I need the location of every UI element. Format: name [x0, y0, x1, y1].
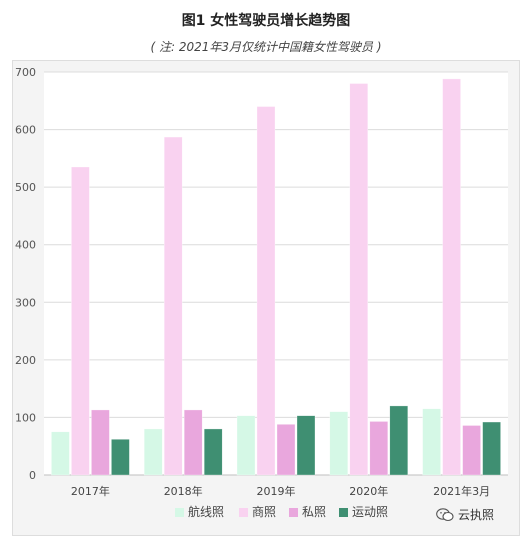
bar-商照-2020年 — [349, 83, 369, 476]
x-tick-label: 2018年 — [164, 484, 203, 498]
plot-area — [44, 72, 508, 475]
y-tick-label: 500 — [15, 181, 36, 194]
bar-商照-2021年3月 — [442, 78, 461, 476]
bar-商照-2019年 — [256, 106, 276, 476]
bar-运动照-2021年3月 — [482, 421, 501, 476]
y-tick-label: 0 — [29, 469, 36, 482]
legend-label: 商照 — [252, 504, 276, 519]
x-tick-label: 2021年3月 — [433, 484, 490, 498]
bar-运动照-2019年 — [296, 415, 316, 476]
legend-swatch-航线照 — [175, 508, 184, 517]
wechat-icon — [436, 507, 454, 522]
bar-航线照-2018年 — [143, 428, 163, 476]
bar-私照-2020年 — [369, 421, 389, 476]
x-tick-label: 2017年 — [71, 484, 110, 498]
y-tick-label: 700 — [15, 66, 36, 79]
y-tick-label: 300 — [15, 296, 36, 309]
bar-运动照-2020年 — [389, 405, 409, 476]
bar-运动照-2017年 — [111, 439, 130, 476]
legend-swatch-运动照 — [339, 508, 348, 517]
bar-航线照-2021年3月 — [422, 408, 441, 476]
bar-运动照-2018年 — [203, 428, 223, 476]
watermark: 云执照 — [436, 506, 494, 523]
chart-title: 图1 女性驾驶员增长趋势图 — [181, 13, 351, 29]
legend-swatch-商照 — [239, 508, 248, 517]
y-tick-label: 100 — [15, 411, 36, 424]
legend-label: 航线照 — [188, 504, 224, 519]
bar-私照-2019年 — [276, 424, 296, 476]
legend-swatch-私照 — [289, 508, 298, 517]
legend-label: 运动照 — [352, 505, 388, 519]
y-tick-label: 400 — [15, 239, 36, 252]
x-tick-label: 2020年 — [349, 484, 388, 498]
bar-航线照-2019年 — [236, 415, 256, 476]
bar-航线照-2020年 — [329, 411, 349, 476]
bar-私照-2021年3月 — [462, 425, 481, 476]
watermark-text: 云执照 — [458, 508, 495, 522]
bar-私照-2018年 — [183, 409, 203, 476]
legend-label: 私照 — [302, 505, 326, 519]
bar-商照-2018年 — [163, 136, 183, 476]
bar-私照-2017年 — [91, 409, 110, 476]
chart-subtitle: ( 注: 2021年3月仅统计中国籍女性驾驶员 ) — [150, 40, 382, 54]
bar-商照-2017年 — [71, 166, 90, 476]
y-tick-label: 200 — [15, 354, 36, 367]
bar-航线照-2017年 — [51, 431, 70, 476]
x-tick-label: 2019年 — [257, 484, 296, 498]
y-tick-label: 600 — [15, 124, 36, 137]
